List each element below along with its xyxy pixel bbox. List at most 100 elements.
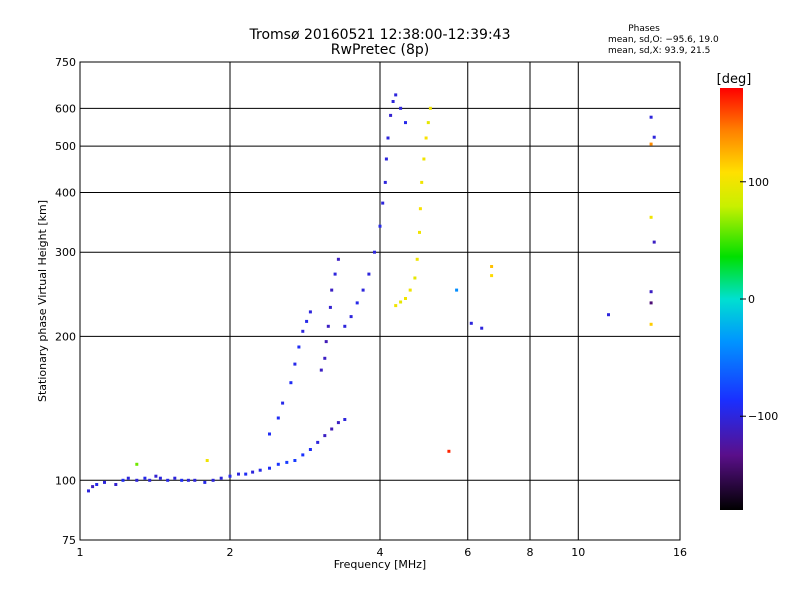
data-point [91,485,95,489]
x-tick-label: 6 [464,546,471,559]
data-point [297,345,301,349]
data-point [428,106,432,110]
data-point [649,215,653,219]
data-point [490,265,494,268]
data-point [355,301,359,305]
data-point [158,476,162,480]
data-point [424,136,428,140]
y-tick-label: 300 [55,246,76,259]
data-point [211,478,215,482]
data-point [607,313,610,317]
data-point [237,472,240,476]
data-point [323,434,327,438]
data-point [333,272,337,276]
y-axis-label: Stationary phase Virtual Height [km] [36,200,49,402]
data-point [415,257,419,261]
x-tick-label: 8 [527,546,534,559]
data-point [87,489,90,493]
data-point [114,483,118,486]
data-point [308,448,312,451]
data-point [301,329,305,333]
x-tick-labels: 1 2 4 6 8 10 16 [77,546,688,559]
data-point [103,480,106,484]
data-point [324,340,328,344]
data-point [469,321,473,325]
data-point [180,478,184,482]
data-point [316,440,320,444]
data-point [399,300,403,304]
data-point [386,136,390,140]
x-tick-label: 1 [77,546,84,559]
y-tick-label: 100 [55,474,76,487]
info-line-x: mean, sd,X: 93.9, 21.5 [608,46,710,56]
chart-title: Tromsø 20160521 12:38:00-12:39:43 [249,27,511,43]
colorbar-ticks: 100 0 −100 [740,176,778,423]
y-tick-label: 600 [55,102,76,115]
data-point [649,322,653,326]
data-point [205,459,209,462]
data-point [276,416,280,420]
chart-subtitle: RwPretec (8p) [331,42,429,58]
data-point [154,474,158,478]
data-point [308,310,312,314]
data-point [251,470,255,474]
data-point [330,427,334,431]
data-point [399,106,403,110]
data-point [143,476,147,480]
colorbar-tick-label: −100 [748,410,778,423]
data-point [383,180,387,184]
data-point [173,476,177,480]
info-line-o: mean, sd,O: −95.6, 19.0 [608,35,719,45]
data-point [394,93,398,97]
data-point [95,483,99,486]
data-point [319,368,323,372]
colorbar [720,88,743,510]
data-point [349,315,353,319]
data-point [281,401,285,405]
data-points [87,93,656,493]
y-tick-label: 75 [62,534,76,547]
data-point [330,288,334,292]
data-point [480,326,484,330]
data-point [649,142,653,146]
data-point [228,474,232,478]
data-point [447,449,451,453]
data-point [361,288,365,292]
data-point [343,418,347,421]
colorbar-tick-label: 100 [748,176,769,189]
data-point [404,297,407,300]
data-point [652,135,656,139]
y-tick-label: 500 [55,140,76,153]
data-point [258,468,262,472]
data-point [422,157,426,161]
data-point [343,324,347,328]
data-point [244,472,248,476]
data-point [148,478,152,482]
grid-lines [80,62,680,540]
data-point [404,121,407,125]
data-point [126,476,130,480]
y-tick-labels: 75 100 200 300 400 500 600 750 [55,56,76,547]
data-point [391,100,395,103]
data-point [389,113,393,117]
data-point [268,432,271,436]
x-tick-label: 16 [673,546,687,559]
y-tick-label: 750 [55,56,76,69]
data-point [203,480,207,484]
data-point [408,288,412,292]
data-point [373,250,376,254]
data-point [121,478,125,482]
data-point [418,207,422,211]
data-point [326,324,330,328]
x-tick-label: 4 [377,546,384,559]
data-point [426,121,430,125]
colorbar-tick-label: 0 [748,293,755,306]
data-point [649,301,653,305]
y-tick-label: 400 [55,186,76,199]
x-tick-label: 2 [227,546,234,559]
plot-frame [79,61,681,541]
data-point [305,319,309,323]
data-point [336,257,340,261]
data-point [649,290,653,294]
